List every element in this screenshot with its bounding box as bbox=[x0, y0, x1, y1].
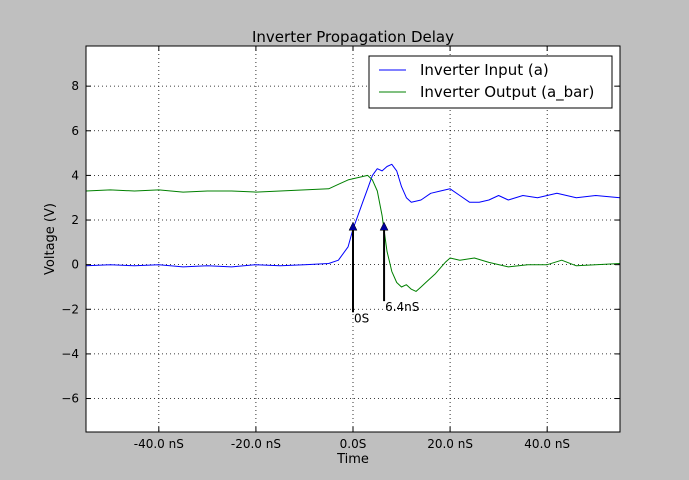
y-tick-label: 2 bbox=[71, 213, 79, 227]
y-tick-label: −2 bbox=[61, 302, 79, 316]
annotation-arrow-head bbox=[348, 221, 358, 231]
chart-title: Inverter Propagation Delay bbox=[252, 28, 454, 46]
x-tick-label: 0.0S bbox=[340, 437, 367, 451]
y-tick-label: 4 bbox=[71, 168, 79, 182]
y-axis-label: Voltage (V) bbox=[43, 203, 58, 275]
annotation-arrow-head bbox=[379, 221, 389, 231]
series-layer bbox=[85, 163, 621, 292]
annotation-layer: 0S 6.4nS bbox=[348, 221, 419, 325]
y-tick-label: −6 bbox=[61, 392, 79, 406]
y-tick-label: 8 bbox=[71, 79, 79, 93]
series-line-0 bbox=[85, 163, 621, 268]
annotation-label: 6.4nS bbox=[385, 300, 419, 314]
x-tick-label: 40.0 nS bbox=[524, 437, 570, 451]
legend-label-0: Inverter Input (a) bbox=[420, 61, 549, 79]
x-tick-label: -40.0 nS bbox=[134, 437, 184, 451]
x-axis-label: Time bbox=[336, 452, 369, 467]
y-tick-label: −4 bbox=[61, 347, 79, 361]
grid bbox=[86, 46, 620, 432]
y-tick-label: 0 bbox=[71, 258, 79, 272]
ticks bbox=[86, 46, 620, 432]
y-tick-label: 6 bbox=[71, 124, 79, 138]
x-tick-label: -20.0 nS bbox=[231, 437, 281, 451]
legend-box bbox=[368, 55, 613, 109]
tick-labels: -40.0 nS -20.0 nS 0.0S 20.0 nS 40.0 nS −6 −4 −2… bbox=[61, 79, 570, 451]
legend: Inverter Input (a) Inverter Output (a_bar… bbox=[368, 55, 613, 109]
legend-label-1: Inverter Output (a_bar) bbox=[420, 83, 594, 102]
series-line-1 bbox=[85, 174, 621, 292]
x-tick-label: 20.0 nS bbox=[427, 437, 473, 451]
annotation-label: 0S bbox=[354, 311, 369, 325]
